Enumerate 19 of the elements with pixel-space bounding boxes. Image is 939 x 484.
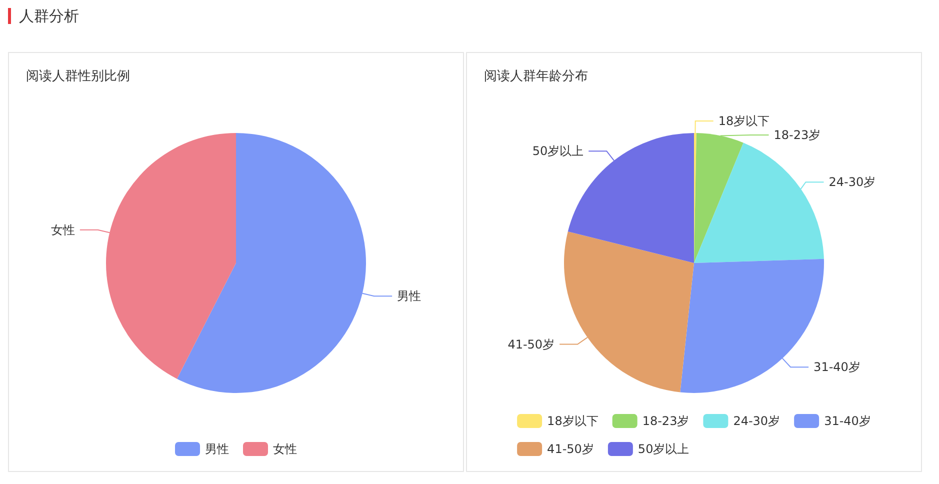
legend-label: 24-30岁 [733, 414, 780, 428]
chart-title: 阅读人群年龄分布 [484, 69, 588, 84]
slice-label: 18岁以下 [718, 114, 770, 128]
slice-label: 18-23岁 [774, 128, 821, 142]
slice-label: 女性 [50, 222, 75, 237]
slice-label: 41-50岁 [508, 337, 555, 352]
legend-label: 50岁以上 [638, 442, 690, 456]
legend-label: 女性 [273, 442, 297, 456]
text: 人群分析 [8, 7, 931, 25]
legend-label: 41-50岁 [547, 442, 594, 456]
slice-label: 50岁以上 [532, 144, 584, 158]
chart-title: 阅读人群性别比例 [26, 69, 130, 84]
slice-label: 24-30岁 [828, 175, 876, 190]
slice-label: 男性 [397, 289, 422, 304]
legend-label: 18岁以下 [547, 414, 598, 428]
legend-label: 18-23岁 [642, 414, 690, 428]
legend-label: 31-40岁 [824, 414, 871, 428]
legend-label: 男性 [205, 442, 229, 456]
slice-label: 31-40岁 [814, 360, 860, 374]
